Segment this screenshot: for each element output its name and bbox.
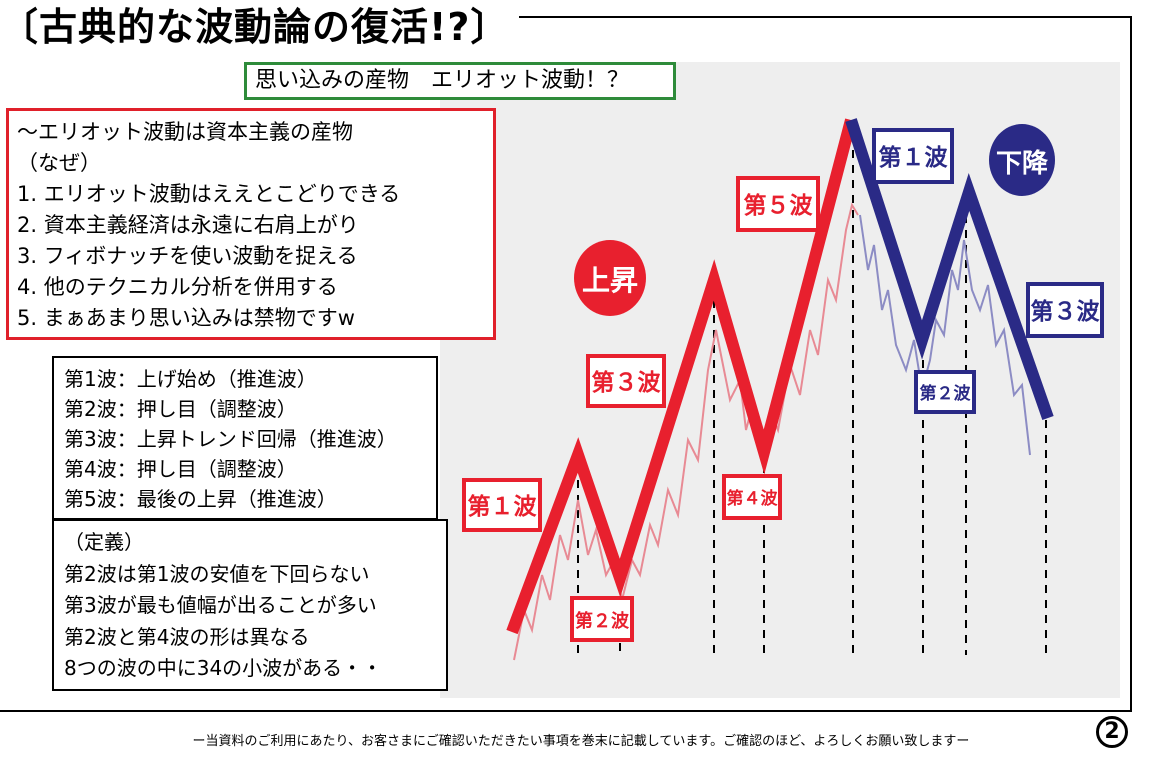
reason-item: 4. 他のテクニカル分析を併用する bbox=[17, 275, 338, 299]
down-wave-1-label: 第１波 bbox=[872, 128, 954, 184]
svg-text:第３波: 第３波 bbox=[1031, 298, 1101, 324]
diagram-subtitle: 思い込みの産物 エリオット波動！？ bbox=[244, 62, 676, 100]
svg-text:第３波: 第３波 bbox=[592, 369, 662, 395]
title-rule bbox=[0, 16, 1130, 18]
up-wave-5-label: 第５波 bbox=[736, 176, 820, 232]
frame-right-rule bbox=[1130, 16, 1132, 711]
up-wave-4-label: 第４波 bbox=[722, 474, 782, 520]
sub-wave-fall bbox=[859, 214, 1031, 456]
svg-text:第１波: 第１波 bbox=[468, 493, 538, 519]
up-wave-1-label: 第１波 bbox=[462, 478, 542, 532]
rise-wave-line bbox=[506, 118, 857, 635]
fall-wave-line bbox=[845, 118, 1054, 420]
reasons-why: （なぜ） bbox=[17, 151, 101, 175]
reason-item: 2. 資本主義経済は永遠に右肩上がり bbox=[17, 213, 359, 237]
rule-item: 第3波が最も値幅が出ることが多い bbox=[64, 593, 377, 617]
svg-text:第２波: 第２波 bbox=[920, 383, 972, 403]
footer-disclaimer: ー当資料のご利用にあたり、お客さまにご確認いただきたい事項を巻末に記載しています… bbox=[192, 734, 970, 749]
svg-text:第５波: 第５波 bbox=[744, 192, 814, 218]
page-title: 〔古典的な波動論の復活!?〕 bbox=[0, 0, 520, 51]
wave-item: 第2波：押し目（調整波） bbox=[64, 397, 297, 421]
wave-item: 第3波：上昇トレンド回帰（推進波） bbox=[64, 427, 397, 451]
down-wave-3-label: 第３波 bbox=[1026, 282, 1104, 338]
wave-item: 第1波：上げ始め（推進波） bbox=[64, 367, 317, 391]
page-number: 2 bbox=[1096, 716, 1128, 748]
wave-item: 第4波：押し目（調整波） bbox=[64, 457, 297, 481]
reason-item: 1. エリオット波動はええとこどりできる bbox=[17, 182, 401, 206]
wave-item: 第5波：最後の上昇（推進波） bbox=[64, 487, 337, 511]
rule-item: 第2波と第4波の形は異なる bbox=[64, 624, 310, 649]
reason-item: 5. まぁあまり思い込みは禁物ですw bbox=[17, 306, 355, 330]
frame-bottom-rule bbox=[0, 710, 1132, 712]
rules-heading: （定義） bbox=[64, 530, 144, 554]
rule-item: 8つの波の中に34の小波がある・・ bbox=[64, 656, 383, 680]
svg-text:第４波: 第４波 bbox=[727, 488, 779, 508]
svg-text:第１波: 第１波 bbox=[879, 144, 949, 170]
rules-box: （定義） 第2波は第1波の安値を下回らない 第3波が最も値幅が出ることが多い 第… bbox=[52, 519, 448, 691]
wave-definitions-box: 第1波：上げ始め（推進波） 第2波：押し目（調整波） 第3波：上昇トレンド回帰（… bbox=[52, 356, 438, 520]
fall-badge-shape bbox=[989, 124, 1055, 196]
reasons-box: ～エリオット波動は資本主義の産物 （なぜ） 1. エリオット波動はええとこどりで… bbox=[6, 108, 496, 340]
up-wave-2-label: 第２波 bbox=[570, 596, 634, 642]
reason-item: 3. フィボナッチを使い波動を捉える bbox=[17, 244, 358, 268]
fall-badge-text: 下降 bbox=[996, 148, 1049, 178]
down-wave-2-label: 第２波 bbox=[914, 370, 976, 414]
sub-wave-rise bbox=[513, 202, 859, 661]
svg-text:第２波: 第２波 bbox=[575, 610, 630, 631]
fall-badge: 下降 bbox=[989, 124, 1055, 196]
rule-item: 第2波は第1波の安値を下回らない bbox=[64, 561, 370, 586]
reasons-heading: ～エリオット波動は資本主義の産物 bbox=[17, 120, 353, 144]
rise-badge: 上昇 bbox=[574, 240, 646, 316]
up-wave-3-label: 第３波 bbox=[586, 354, 666, 408]
rise-badge-text: 上昇 bbox=[582, 265, 638, 296]
rise-badge-shape bbox=[574, 240, 646, 316]
